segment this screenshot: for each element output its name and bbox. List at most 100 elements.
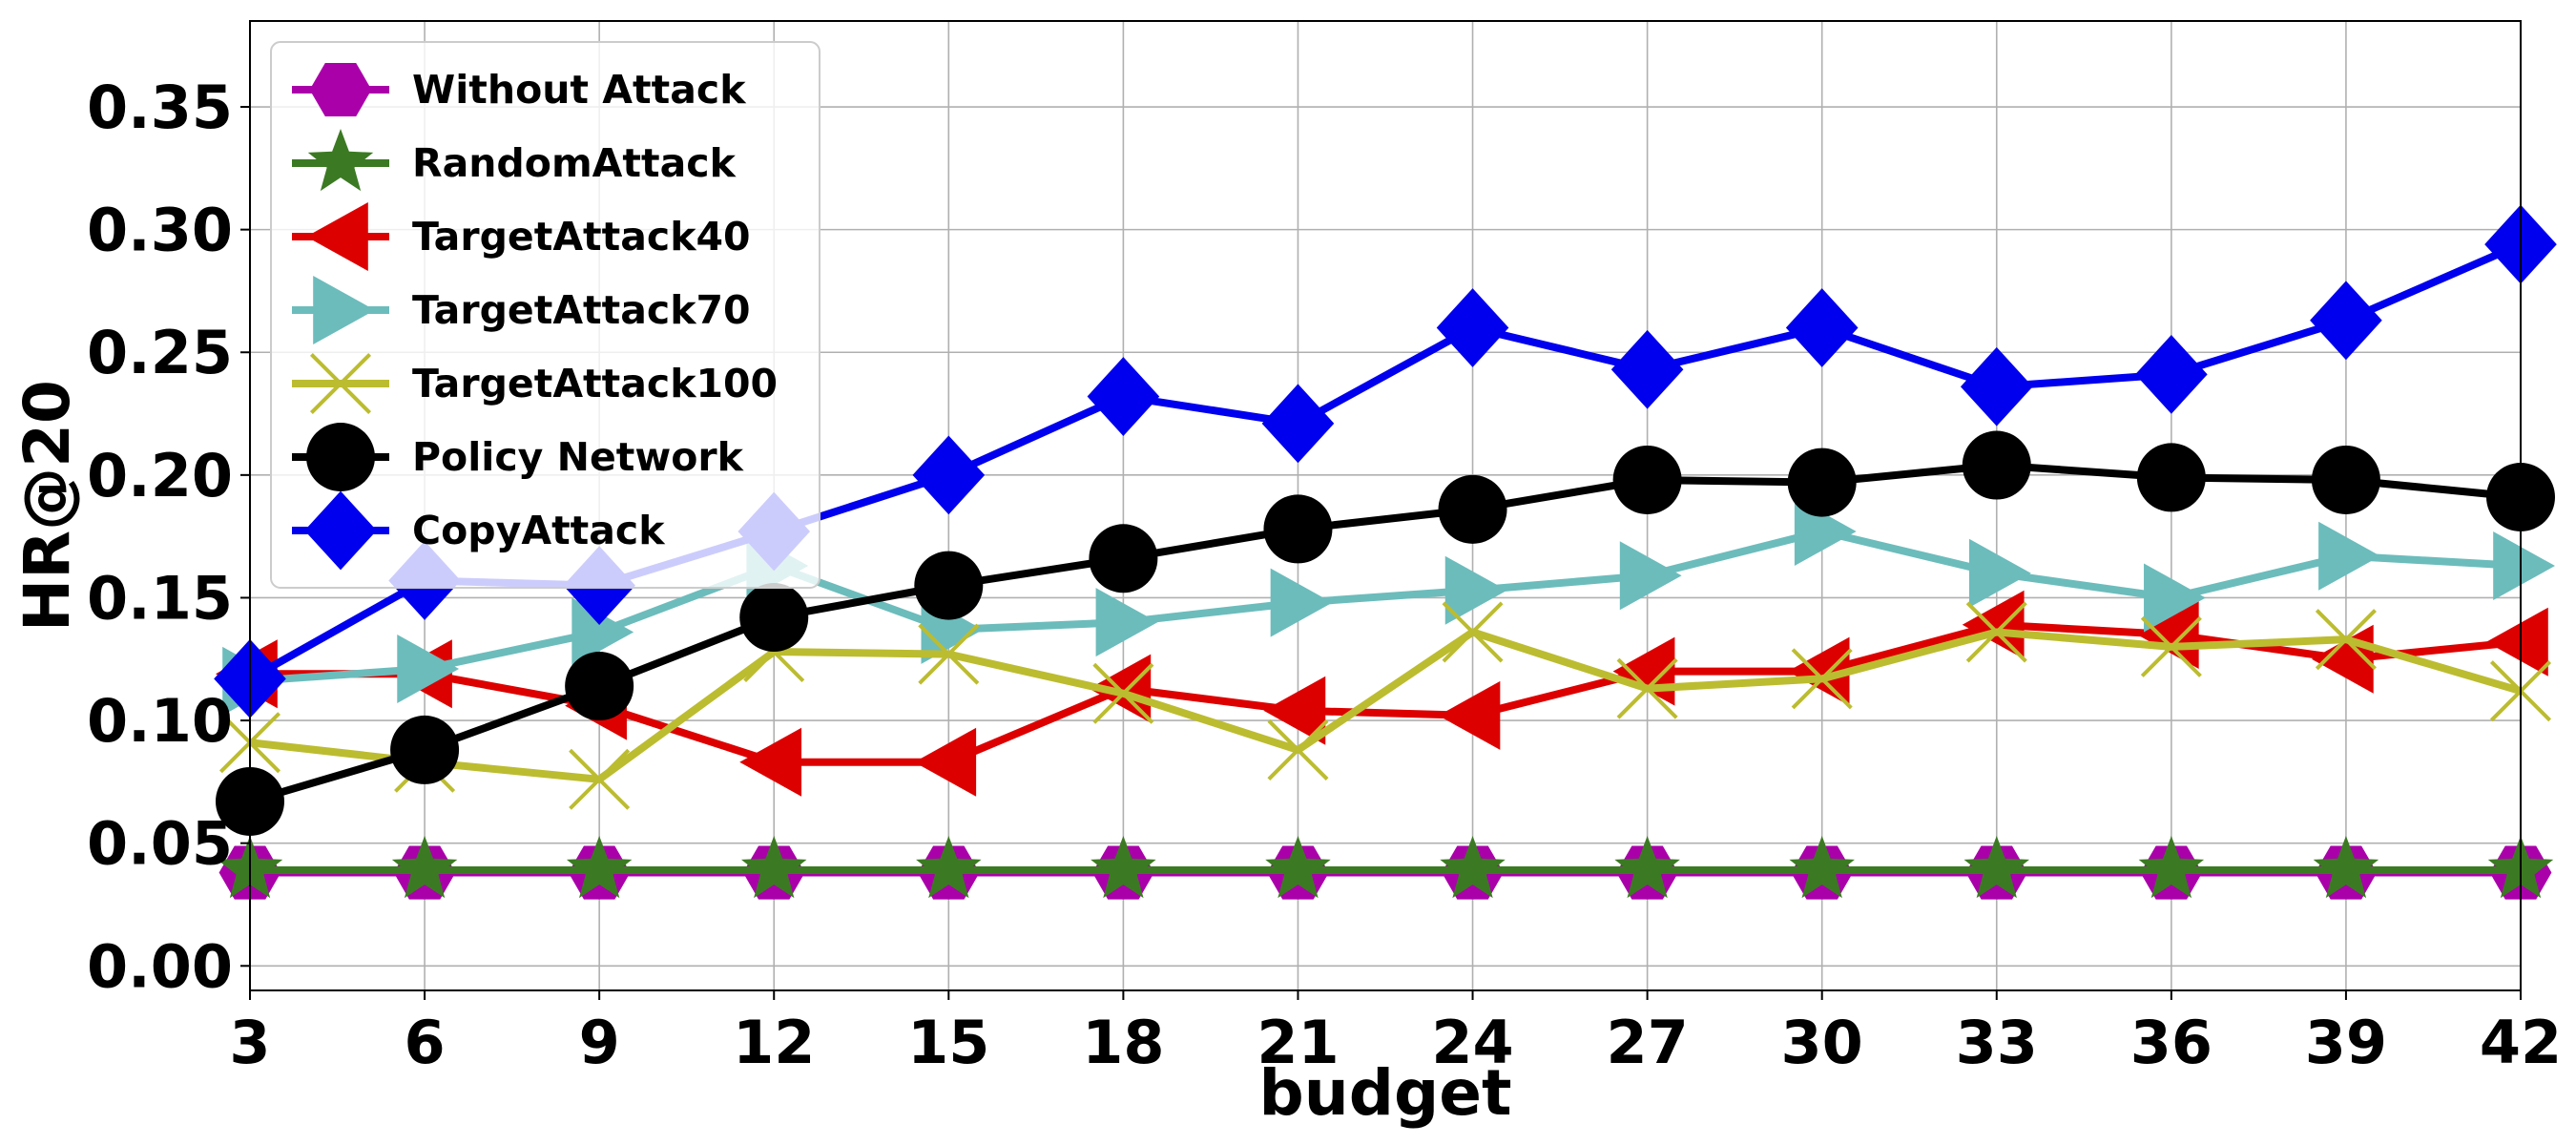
y-tick-label: 0.15 [87, 563, 233, 633]
data-point [912, 435, 986, 515]
data-point [2138, 835, 2205, 899]
series-line [249, 528, 2522, 685]
legend-label: Policy Network [412, 434, 745, 480]
y-tick-label: 0.35 [87, 73, 233, 142]
legend-item: Without Attack [292, 62, 747, 117]
legend-item: TargetAttack70 [292, 276, 751, 344]
y-tick-label: 0.05 [87, 809, 233, 879]
data-point [1438, 474, 1507, 544]
data-point [391, 835, 458, 899]
x-tick-label: 42 [2480, 1008, 2562, 1077]
data-point [1092, 662, 1154, 724]
data-point [565, 652, 634, 721]
y-tick-label: 0.10 [87, 686, 233, 756]
x-tick-label: 39 [2305, 1008, 2387, 1077]
data-point [914, 727, 977, 797]
data-point [2140, 615, 2202, 677]
data-point [2315, 609, 2377, 671]
x-tick-label: 6 [405, 1008, 446, 1077]
x-axis-title: budget [1258, 1056, 1511, 1130]
data-point [914, 551, 984, 620]
data-point [1442, 601, 1504, 663]
data-point [2144, 563, 2206, 633]
x-axis: 3 6 9 12 15 18 21 24 27 30 33 36 39 42 [229, 990, 2562, 1077]
legend: Without Attack RandomAttack TargetAttack40… [270, 41, 821, 589]
x-tick-label: 30 [1781, 1008, 1863, 1077]
y-axis-title: HR@20 [10, 380, 84, 632]
data-point [1270, 568, 1333, 637]
legend-marker [306, 202, 368, 271]
data-point [571, 597, 634, 667]
data-point [1095, 588, 1158, 657]
legend-label: TargetAttack70 [412, 287, 751, 333]
series-5 [216, 430, 2555, 836]
x-tick-label: 3 [229, 1008, 270, 1077]
data-point [1091, 835, 1156, 899]
data-point [1089, 524, 1158, 593]
data-point [569, 748, 631, 810]
data-point [1965, 601, 2027, 663]
data-point [1619, 541, 1682, 611]
x-tick-label: 18 [1082, 1008, 1164, 1077]
data-point [566, 835, 633, 899]
data-point [2311, 445, 2380, 514]
x-tick-label: 27 [1606, 1008, 1688, 1077]
data-point [390, 715, 460, 784]
y-tick-label: 0.30 [87, 196, 233, 265]
legend-box [270, 41, 821, 589]
data-point [2135, 334, 2208, 414]
data-point [1612, 445, 1682, 514]
data-point [1789, 835, 1855, 899]
legend-item: CopyAttack [292, 490, 666, 571]
data-point [1263, 676, 1326, 745]
legend-item: TargetAttack40 [292, 202, 751, 271]
data-point [1960, 346, 2033, 427]
series-line [249, 628, 2523, 783]
legend-label: TargetAttack40 [412, 214, 751, 260]
legend-marker [307, 129, 374, 192]
data-point [1261, 384, 1335, 464]
legend-item: TargetAttack100 [292, 352, 778, 415]
data-point [2486, 607, 2548, 677]
data-point [1787, 448, 1857, 517]
x-tick-label: 15 [907, 1008, 989, 1077]
data-point [2310, 281, 2382, 361]
data-point [2493, 531, 2555, 601]
data-point [739, 583, 809, 653]
data-point [1267, 718, 1329, 781]
legend-marker [309, 352, 372, 415]
data-point [1440, 835, 1506, 899]
y-tick-label: 0.00 [87, 931, 233, 1001]
legend-label: TargetAttack100 [412, 361, 778, 406]
x-tick-label: 9 [579, 1008, 620, 1077]
data-point [1616, 657, 1678, 719]
x-tick-label: 24 [1431, 1008, 1513, 1077]
y-axis: 0.00 0.05 0.10 0.15 0.20 0.25 0.30 0.35 [87, 73, 250, 1001]
data-point [1436, 288, 1509, 367]
legend-item: Policy Network [292, 423, 745, 491]
data-point [740, 835, 807, 899]
data-point [1438, 680, 1501, 750]
data-point [918, 623, 980, 685]
data-point [2318, 521, 2380, 591]
legend-marker [306, 423, 375, 491]
plot-frame [249, 20, 2522, 991]
x-tick-label: 36 [2130, 1008, 2212, 1077]
x-tick-label: 33 [1956, 1008, 2038, 1077]
data-point [2136, 600, 2199, 670]
data-point [1968, 538, 2031, 608]
legend-label: CopyAttack [412, 508, 666, 553]
data-point [1444, 555, 1507, 625]
data-point [1265, 835, 1331, 899]
data-point [1610, 329, 1684, 409]
x-tick-label: 21 [1257, 1008, 1339, 1077]
data-point [1962, 430, 2031, 500]
data-point [2136, 443, 2206, 512]
legend-marker [313, 276, 375, 344]
legend-marker [309, 62, 372, 117]
legend-item: RandomAttack [292, 129, 737, 192]
data-point [916, 835, 982, 899]
data-point [1791, 648, 1853, 710]
data-point [739, 727, 802, 797]
